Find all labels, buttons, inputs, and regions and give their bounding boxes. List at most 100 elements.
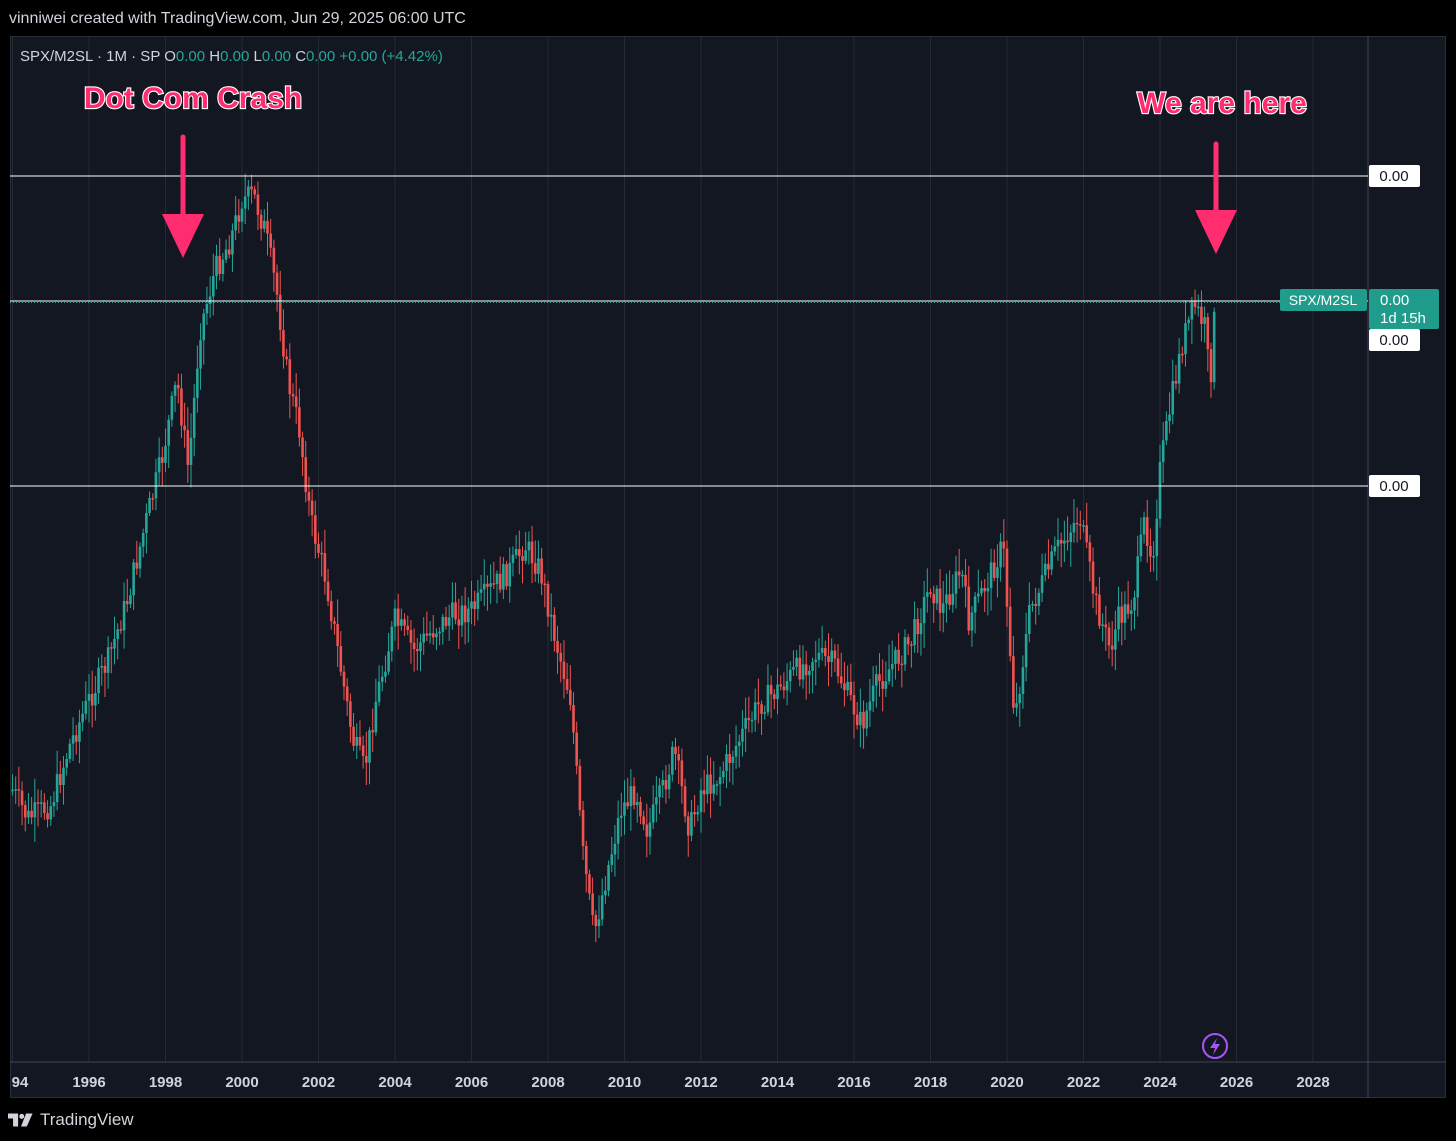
x-tick-label: 2022 xyxy=(1067,1074,1100,1091)
candle-body xyxy=(349,701,352,727)
candle-body xyxy=(776,684,779,700)
candle-body xyxy=(817,652,821,660)
candle-body xyxy=(1212,311,1216,383)
candle-body xyxy=(94,693,97,706)
candle-body xyxy=(384,671,387,677)
candle-body xyxy=(855,714,859,726)
candle-body xyxy=(23,805,27,818)
top-bar: vinniwei created with TradingView.com, J… xyxy=(0,0,1456,36)
candle-body xyxy=(326,581,330,602)
candle-body xyxy=(661,780,665,786)
candle-body xyxy=(247,186,250,197)
candle-body xyxy=(565,679,569,690)
annotation-we-are-here: We are here xyxy=(1137,87,1307,120)
candle-body xyxy=(977,593,980,597)
candle-body xyxy=(87,694,91,701)
candle-body xyxy=(875,674,878,686)
candle-body xyxy=(728,753,731,763)
candle-body xyxy=(868,701,872,711)
candle-body xyxy=(910,644,913,646)
candle-body xyxy=(253,189,257,195)
annotations: Dot Com Crash We are here xyxy=(83,81,1308,258)
candle-body xyxy=(1200,306,1203,324)
candle-body xyxy=(1145,517,1149,546)
candle-body xyxy=(642,816,645,825)
current-value-tag: 0.00 xyxy=(1380,292,1409,309)
candle-body xyxy=(757,702,760,705)
candle-body xyxy=(352,726,355,746)
candle-body xyxy=(712,784,716,794)
candle-body xyxy=(1123,604,1127,623)
candle-body xyxy=(310,500,314,516)
candle-body xyxy=(932,594,935,604)
candle-body xyxy=(256,194,260,215)
candle-body xyxy=(562,661,566,680)
candle-body xyxy=(744,717,747,729)
candle-body xyxy=(1056,539,1060,547)
bottom-bar xyxy=(0,1098,1456,1141)
candle-body xyxy=(164,445,167,463)
candle-body xyxy=(537,558,540,574)
candle-body xyxy=(215,255,218,277)
candle-body xyxy=(514,548,518,555)
candle-body xyxy=(623,802,626,816)
candle-body xyxy=(457,619,461,626)
lightning-icon[interactable] xyxy=(1202,1033,1228,1059)
candle-body xyxy=(792,667,795,670)
candle-body xyxy=(575,732,578,766)
legend-part: 0.00 xyxy=(220,48,253,65)
candle-body xyxy=(227,249,231,255)
legend-part: 0.00 xyxy=(176,48,209,65)
candle-body xyxy=(511,554,515,563)
candle-body xyxy=(824,647,827,657)
candle-body xyxy=(961,574,964,577)
candle-body xyxy=(989,562,993,589)
candle-body xyxy=(1031,603,1034,606)
candle-body xyxy=(715,784,719,786)
candle-body xyxy=(476,592,480,610)
candle-body xyxy=(419,642,422,652)
candle-body xyxy=(992,562,996,578)
candle-body xyxy=(980,588,983,594)
candle-body xyxy=(161,457,164,463)
candle-body xyxy=(878,674,881,682)
candle-body xyxy=(553,614,556,641)
candle-body xyxy=(412,642,416,649)
candle-body xyxy=(741,728,744,742)
candle-body xyxy=(416,648,419,652)
candle-body xyxy=(1066,540,1069,543)
candle-body xyxy=(1028,605,1031,635)
x-tick-label: 2004 xyxy=(378,1074,412,1091)
candle-body xyxy=(881,681,884,689)
candle-body xyxy=(584,846,588,875)
candle-body xyxy=(1165,420,1168,441)
candle-body xyxy=(1209,349,1213,383)
x-tick-label: 2026 xyxy=(1220,1074,1253,1091)
price-tag-mid-bg xyxy=(1369,475,1420,497)
candle-body xyxy=(447,617,451,626)
candle-body xyxy=(154,472,158,499)
candle-body xyxy=(549,614,553,617)
candle-body xyxy=(304,457,308,493)
candle-body xyxy=(438,631,441,634)
candle-body xyxy=(1101,624,1104,626)
candle-body xyxy=(635,801,639,806)
candle-body xyxy=(843,683,846,691)
candle-body xyxy=(804,664,808,676)
candle-body xyxy=(97,667,100,694)
candle-body xyxy=(470,601,473,609)
candle-body xyxy=(170,395,174,420)
candle-body xyxy=(926,592,929,597)
candle-body xyxy=(680,760,684,787)
candle-body xyxy=(81,713,84,723)
candle-body xyxy=(33,802,37,818)
candle-body xyxy=(629,786,633,807)
candle-body xyxy=(865,710,869,729)
legend-part: O xyxy=(164,48,176,65)
candle-body xyxy=(288,359,292,395)
candle-body xyxy=(801,664,805,680)
candle-body xyxy=(588,874,591,894)
arrow-we-are-here-head xyxy=(1195,210,1237,254)
candle-body xyxy=(581,809,585,847)
